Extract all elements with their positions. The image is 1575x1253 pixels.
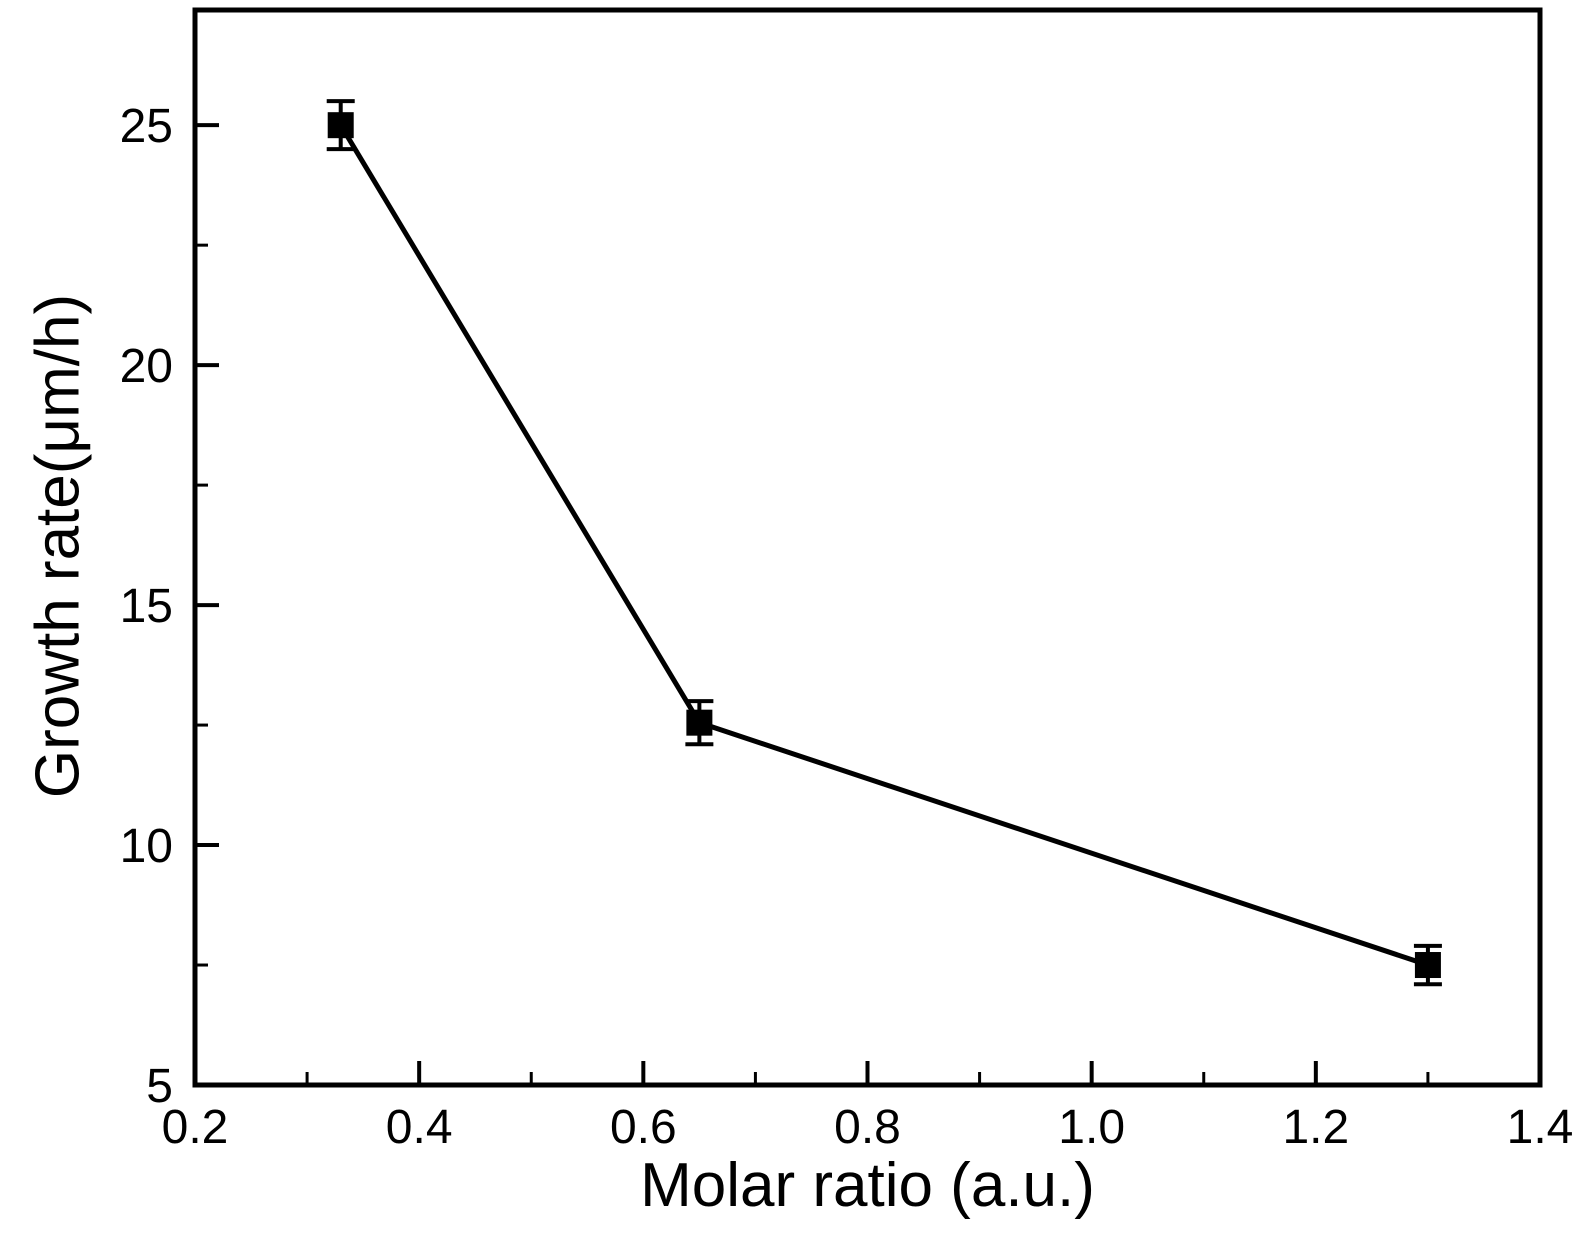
- x-tick-label: 1.2: [1282, 1101, 1349, 1154]
- y-tick-label: 10: [120, 820, 173, 873]
- series-line: [338, 123, 1429, 968]
- x-tick-label: 1.4: [1507, 1101, 1574, 1154]
- plot-frame: [192, 7, 1543, 1088]
- y-tick-label: 15: [120, 580, 173, 633]
- x-tick-label: 0.6: [610, 1101, 677, 1154]
- x-tick-label: 0.8: [834, 1101, 901, 1154]
- y-tick-label: 20: [120, 340, 173, 393]
- data-point-marker: [327, 112, 354, 139]
- data-point-marker: [686, 709, 713, 736]
- y-tick-label: 5: [146, 1060, 173, 1113]
- y-tick-label: 25: [120, 100, 173, 153]
- x-tick-label: 0.2: [162, 1101, 229, 1154]
- x-axis-title: Molar ratio (a.u.): [640, 1151, 1095, 1220]
- x-tick-label: 1.0: [1058, 1101, 1125, 1154]
- x-tick-label: 0.4: [386, 1101, 453, 1154]
- y-axis-title: Growth rate(μm/h): [23, 293, 93, 799]
- data-point-marker: [1414, 952, 1441, 979]
